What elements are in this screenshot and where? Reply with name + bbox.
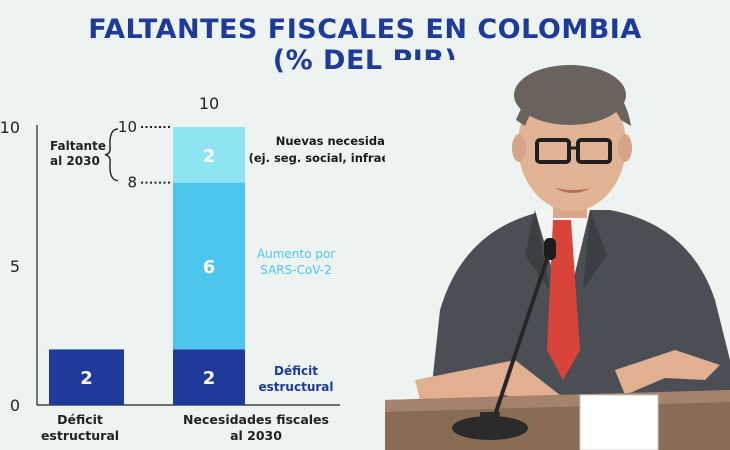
category-label: Necesidades fiscales [183,412,329,427]
category-label: al 2030 [230,428,282,443]
series-label: estructural [259,380,334,394]
annotation-label: al 2030 [50,154,100,168]
chart-title-line1: FALTANTES FISCALES EN COLOMBIA [88,14,642,45]
y-tick-label: 10 [0,118,20,137]
series-label: Déficit [274,364,318,378]
data-label: 2 [80,368,93,389]
data-label: 6 [203,257,216,278]
annotation-upper-value: 10 [118,118,137,136]
category-label: Déficit [57,412,103,427]
total-label: 10 [199,94,219,113]
y-tick-label: 5 [10,257,20,276]
series-label: Aumento por [257,247,335,261]
annotation-lower-value: 8 [127,174,137,192]
data-label: 2 [203,146,216,167]
bar-segment-1-1 [49,349,124,405]
bar-segment-2-2 [173,182,245,350]
category-label: estructural [41,428,119,443]
annotation-label: Faltante [50,139,106,153]
y-tick-label: 0 [10,396,20,415]
speaker-photo [385,60,730,450]
bar-segment-1-2 [173,349,245,405]
series-label: SARS-CoV-2 [260,263,332,277]
bar-segment-3-2 [173,127,245,183]
data-label: 2 [203,368,216,389]
annotation-bracket [104,128,119,182]
